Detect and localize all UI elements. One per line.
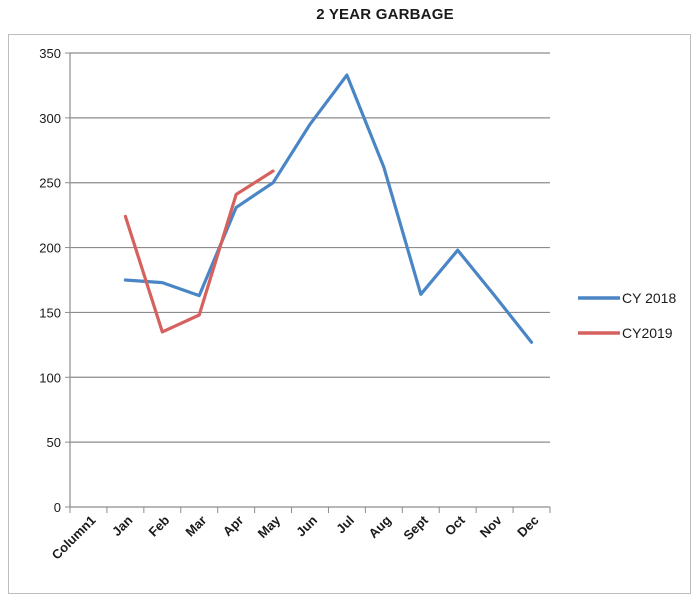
x-tick-label-nov: Nov xyxy=(477,512,506,541)
y-tick-label-350: 350 xyxy=(39,46,61,61)
x-tick-labels: Column1 Jan Feb Mar Apr May Jun Jul Aug Sept Oct No… xyxy=(49,512,542,562)
x-tick-label-may: May xyxy=(255,512,284,541)
legend: CY 2018 CY2019 xyxy=(578,290,676,341)
y-tick-label-100: 100 xyxy=(39,370,61,385)
axes xyxy=(65,52,551,513)
x-tick-label-feb: Feb xyxy=(145,512,172,539)
legend-label-cy2019: CY2019 xyxy=(622,325,673,341)
x-tick-label-jun: Jun xyxy=(293,512,320,539)
y-tick-label-0: 0 xyxy=(54,500,61,515)
y-tick-label-250: 250 xyxy=(39,176,61,191)
chart-frame xyxy=(8,34,691,594)
x-tick-label-aug: Aug xyxy=(365,512,394,541)
x-tick-label-mar: Mar xyxy=(182,513,209,540)
x-tick-label-jul: Jul xyxy=(333,513,357,537)
y-tick-label-300: 300 xyxy=(39,111,61,126)
y-tick-label-150: 150 xyxy=(39,305,61,320)
x-tick-label-oct: Oct xyxy=(442,512,468,538)
series-lines xyxy=(123,73,534,344)
series-line-cy2019 xyxy=(123,169,275,334)
y-tick-label-50: 50 xyxy=(47,435,61,450)
chart-title: 2 YEAR GARBAGE xyxy=(316,6,454,23)
x-tick-label-dec: Dec xyxy=(514,513,541,540)
x-tick-label-sept: Sept xyxy=(400,512,431,543)
x-tick-label-column1: Column1 xyxy=(49,513,99,563)
grid-lines xyxy=(70,52,550,443)
legend-label-cy-2018: CY 2018 xyxy=(622,290,676,306)
y-tick-label-200: 200 xyxy=(39,241,61,256)
x-tick-label-jan: Jan xyxy=(109,512,135,538)
y-tick-labels: 0 50 100 150 200 250 300 350 xyxy=(39,46,61,515)
series-line-cy-2018 xyxy=(123,73,534,344)
x-tick-label-apr: Apr xyxy=(220,513,246,539)
